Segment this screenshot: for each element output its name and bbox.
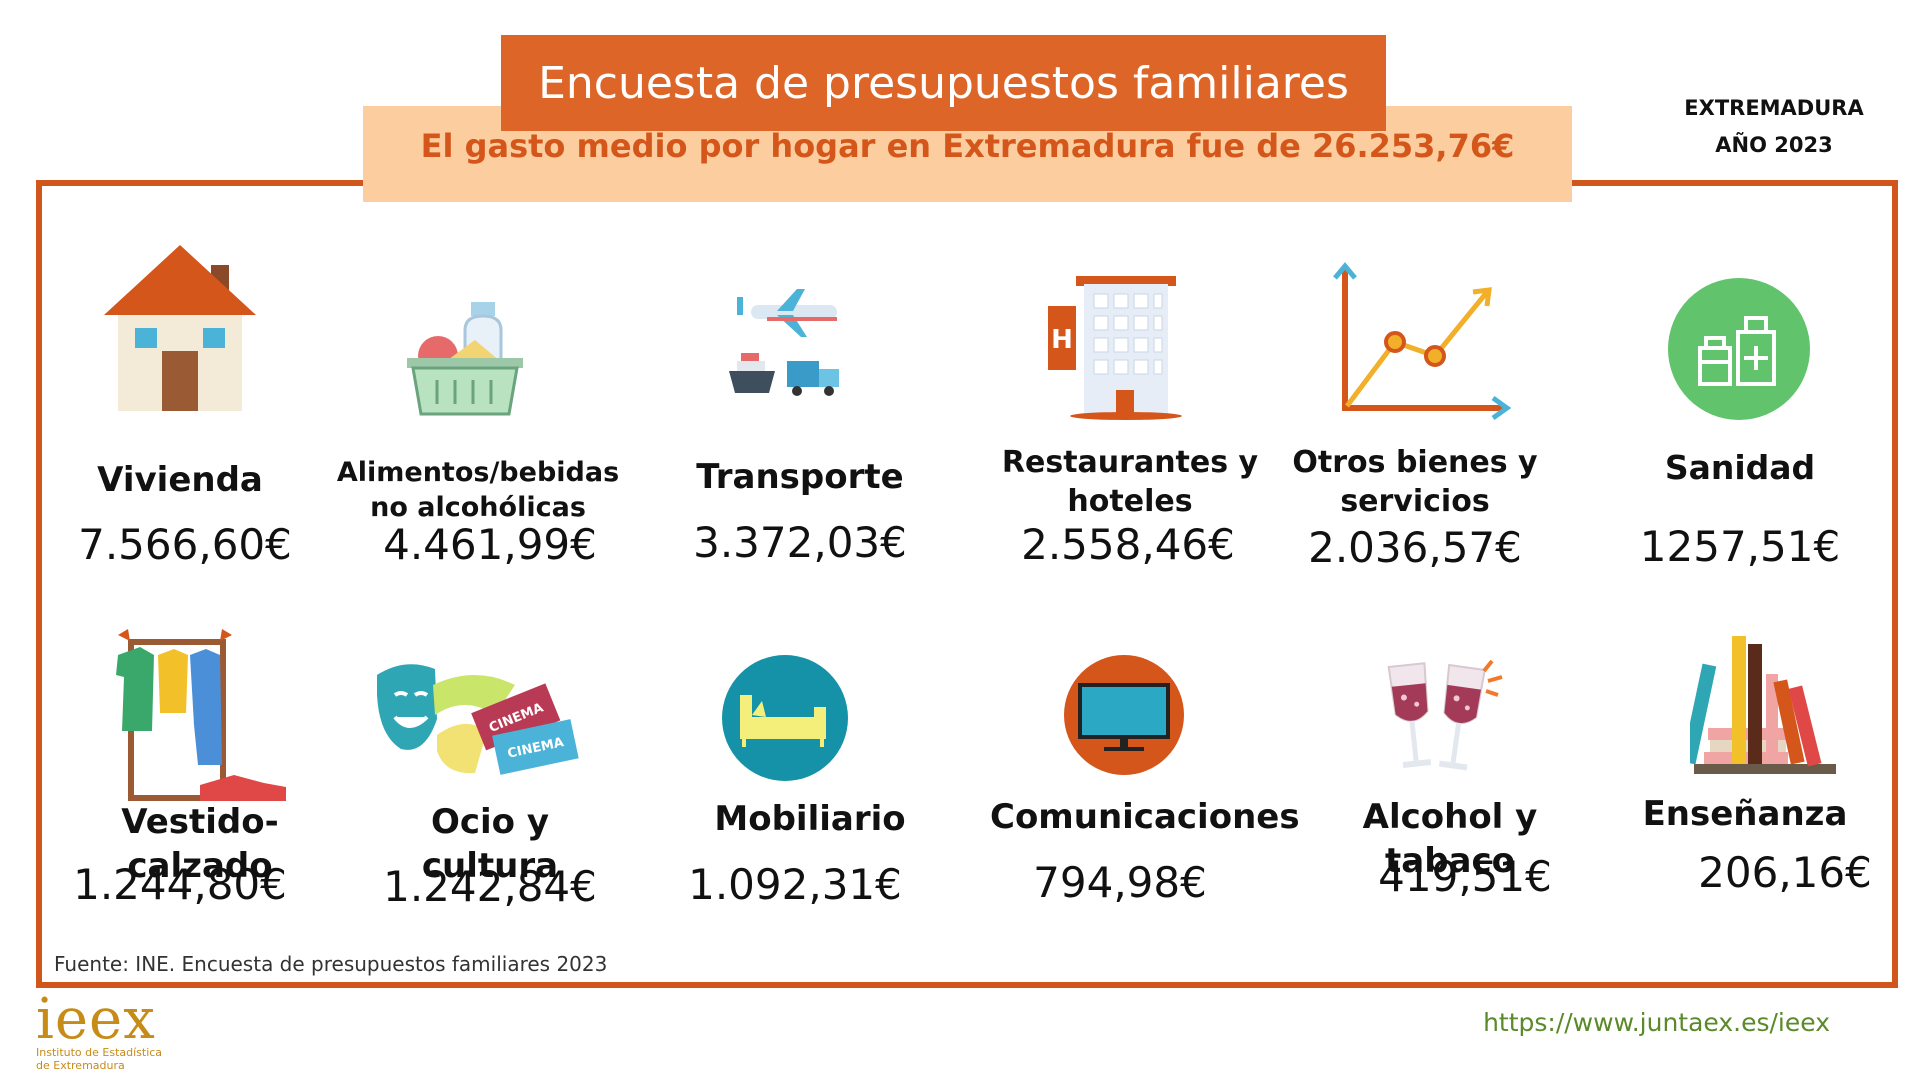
title-banner: Encuesta de presupuestos familiares bbox=[501, 35, 1386, 131]
line-graph-icon bbox=[1333, 262, 1512, 421]
item-label-sanidad: Sanidad bbox=[1664, 448, 1816, 487]
item-value-vestido: 1.244,80€ bbox=[73, 860, 287, 909]
subtitle-text: El gasto medio por hogar en Extremadura … bbox=[420, 127, 1515, 165]
item-label-ensenanza: Enseñanza bbox=[1642, 794, 1848, 834]
ieex-logo: ieex Instituto de Estadística de Extrema… bbox=[36, 987, 186, 1074]
medicine-icon bbox=[1668, 278, 1810, 420]
item-value-ocio: 1.242,84€ bbox=[383, 862, 597, 911]
item-value-sanidad: 1257,51€ bbox=[1639, 522, 1841, 571]
item-value-otros: 2.036,57€ bbox=[1308, 523, 1522, 572]
item-value-alcohol: 419,51€ bbox=[1378, 852, 1552, 901]
svg-text:H: H bbox=[1051, 325, 1073, 355]
item-label-alimentos: Alimentos/bebidas no alcohólicas bbox=[336, 457, 620, 524]
item-value-vivienda: 7.566,60€ bbox=[78, 520, 292, 569]
item-label-restaurantes: Restaurantes y hoteles bbox=[1001, 445, 1259, 519]
region-label: EXTREMADURA bbox=[1684, 96, 1864, 120]
page-title: Encuesta de presupuestos familiares bbox=[538, 57, 1349, 109]
item-label-mobiliario: Mobiliario bbox=[714, 799, 906, 839]
item-label-transporte: Transporte bbox=[696, 457, 904, 497]
item-label-otros: Otros bienes y servicios bbox=[1292, 445, 1538, 519]
item-label-comunicaciones: Comunicaciones bbox=[990, 797, 1300, 837]
sofa-icon bbox=[722, 655, 848, 781]
television-icon bbox=[1064, 655, 1184, 775]
source-note: Fuente: INE. Encuesta de presupuestos fa… bbox=[54, 952, 608, 976]
books-icon bbox=[1690, 636, 1836, 774]
logo-subtitle-line1: Instituto de Estadística bbox=[36, 1046, 163, 1059]
item-label-alcohol: Alcohol y tabaco bbox=[1362, 797, 1538, 882]
item-value-ensenanza: 206,16€ bbox=[1698, 848, 1872, 897]
house-icon bbox=[104, 245, 256, 411]
transport-icon bbox=[729, 289, 839, 396]
theater-cinema-icon: CINEMA CINEMA bbox=[377, 664, 579, 775]
item-value-alimentos: 4.461,99€ bbox=[383, 520, 597, 569]
grocery-basket-icon bbox=[407, 302, 523, 416]
clothes-rack-icon bbox=[116, 629, 286, 801]
year-label: AÑO 2023 bbox=[1715, 133, 1833, 157]
item-value-transporte: 3.372,03€ bbox=[693, 518, 907, 567]
logo-subtitle-line2: de Extremadura bbox=[36, 1059, 125, 1072]
item-label-vestido: Vestido-calzado bbox=[121, 802, 279, 887]
item-value-restaurantes: 2.558,46€ bbox=[1021, 520, 1235, 569]
item-label-vivienda: Vivienda bbox=[97, 460, 263, 500]
website-link[interactable]: https://www.juntaex.es/ieex bbox=[1483, 1008, 1830, 1037]
item-value-comunicaciones: 794,98€ bbox=[1033, 858, 1207, 907]
item-value-mobiliario: 1.092,31€ bbox=[688, 860, 902, 909]
wine-glasses-icon bbox=[1387, 659, 1503, 771]
region-year-block: EXTREMADURA AÑO 2023 bbox=[1674, 90, 1874, 164]
hotel-icon: H bbox=[1048, 276, 1182, 420]
logo-wordmark: ieex bbox=[36, 987, 156, 1052]
item-label-ocio: Ocio y cultura bbox=[421, 802, 559, 887]
